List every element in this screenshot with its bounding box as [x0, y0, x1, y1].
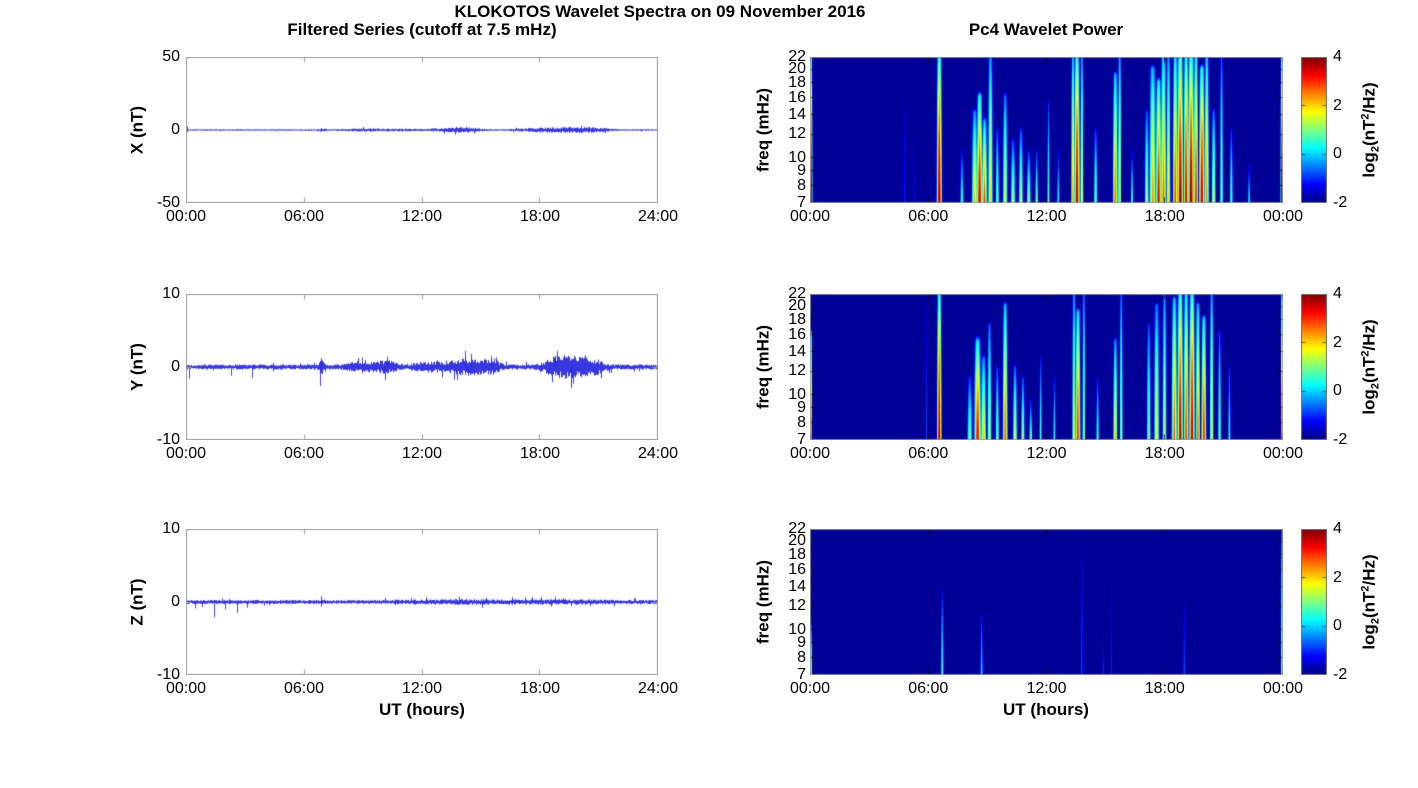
x-tick-label: 06:00 [283, 680, 325, 697]
freq-tick-label: 22 [788, 48, 806, 65]
freq-tick-label: 14 [788, 342, 806, 360]
x-tick-label: 00:00 [789, 208, 831, 225]
colorbar-x [1301, 57, 1327, 203]
freq-tick-label: 12 [788, 597, 806, 615]
freq-tick-label: 9 [797, 633, 806, 651]
colorbar-tick-label: 2 [1333, 96, 1342, 114]
freq-tick-label: 10 [788, 620, 806, 638]
freq-tick-label: 22 [788, 285, 806, 302]
x-tick-label: 24:00 [637, 445, 679, 462]
freq-tick-label: 18 [788, 545, 806, 563]
x-tick-label: 00:00 [1262, 680, 1304, 697]
y-tick-label: -10 [156, 666, 180, 683]
right-xaxis-label: UT (hours) [1003, 700, 1089, 719]
x-tick-label: 06:00 [908, 208, 949, 225]
left-xaxis-label: UT (hours) [379, 700, 465, 719]
colorbar-tick-label: 0 [1333, 145, 1342, 163]
x-tick-label: 00:00 [1262, 445, 1304, 462]
y-tick-label: -50 [156, 194, 180, 211]
colorbar-tick-label: 0 [1333, 382, 1342, 400]
freq-tick-label: 10 [788, 385, 806, 403]
freq-tick-label: 7 [797, 194, 806, 211]
x-tick-label: 12:00 [1026, 445, 1067, 462]
x-tick-label: 18:00 [519, 445, 561, 462]
freq-tick-label: 7 [797, 666, 806, 683]
colorbar-tick-label: 0 [1333, 617, 1342, 635]
colorbar-tick-label: 2 [1333, 568, 1342, 586]
freq-tick-label: 9 [797, 161, 806, 179]
x-tick-label: 12:00 [401, 208, 443, 225]
x-tick-label: 18:00 [519, 208, 561, 225]
x-tick-label: 24:00 [637, 680, 679, 697]
freq-tick-label: 9 [797, 398, 806, 416]
x-tick-label: 00:00 [789, 680, 831, 697]
left-column-title: Filtered Series (cutoff at 7.5 mHz) [287, 20, 557, 39]
freq-tick-label: 16 [788, 560, 806, 578]
freq-tick-label: 20 [788, 297, 806, 315]
freq-tick-label: 12 [788, 125, 806, 143]
freq-tick-label: 14 [788, 105, 806, 123]
freq-tick-label: 10 [788, 148, 806, 166]
freq-tick-label: 18 [788, 310, 806, 328]
x-tick-label: 24:00 [637, 208, 679, 225]
freq-tick-label: 8 [797, 413, 806, 431]
x-tick-label: 00:00 [165, 208, 207, 225]
x-tick-label: 00:00 [1262, 208, 1304, 225]
colorbar-tick-label: 2 [1333, 333, 1342, 351]
x-tick-label: 06:00 [283, 445, 325, 462]
freq-tick-label: 12 [788, 362, 806, 380]
colorbar-tick-label: 4 [1333, 48, 1342, 65]
y-tick-label: -10 [156, 431, 180, 448]
freq-tick-label: 14 [788, 577, 806, 595]
x-tick-label: 18:00 [519, 680, 561, 697]
freq-tick-label: 8 [797, 648, 806, 666]
freq-tick-label: 7 [797, 431, 806, 448]
x-tick-label: 00:00 [789, 445, 831, 462]
x-tick-label: 12:00 [401, 445, 443, 462]
y-tick-label: 0 [171, 121, 180, 138]
colorbar-tick-label: -2 [1333, 194, 1348, 211]
colorbar-tick-label: -2 [1333, 666, 1348, 683]
freq-tick-label: 8 [797, 176, 806, 194]
right-column-title: Pc4 Wavelet Power [968, 20, 1124, 39]
x-tick-label: 06:00 [283, 208, 325, 225]
timeseries-plot-z [186, 529, 658, 675]
x-tick-label: 06:00 [908, 680, 949, 697]
x-tick-label: 18:00 [1144, 680, 1185, 697]
figure-title: KLOKOTOS Wavelet Spectra on 09 November … [454, 2, 866, 21]
x-tick-label: 06:00 [908, 445, 949, 462]
x-tick-label: 12:00 [1026, 208, 1067, 225]
x-tick-label: 12:00 [1026, 680, 1067, 697]
y-tick-label: 0 [171, 358, 180, 375]
timeseries-plot-x [186, 57, 658, 203]
x-tick-label: 00:00 [165, 445, 207, 462]
wavelet-spectrogram-y [810, 294, 1283, 440]
x-tick-label: 00:00 [165, 680, 207, 697]
colorbar-z [1301, 529, 1327, 675]
freq-tick-label: 16 [788, 325, 806, 343]
timeseries-plot-y [186, 294, 658, 440]
freq-tick-label: 20 [788, 60, 806, 78]
wavelet-spectrogram-z [810, 529, 1283, 675]
y-tick-label: 10 [162, 520, 180, 537]
freq-tick-label: 18 [788, 73, 806, 91]
y-tick-label: 0 [171, 593, 180, 610]
colorbar-tick-label: 4 [1333, 285, 1342, 302]
freq-tick-label: 20 [788, 532, 806, 550]
x-tick-label: 18:00 [1144, 445, 1185, 462]
colorbar-tick-label: 4 [1333, 520, 1342, 537]
colorbar-tick-label: -2 [1333, 431, 1348, 448]
wavelet-spectrogram-x [810, 57, 1283, 203]
x-tick-label: 12:00 [401, 680, 443, 697]
y-tick-label: 10 [162, 285, 180, 302]
colorbar-y [1301, 294, 1327, 440]
freq-tick-label: 16 [788, 88, 806, 106]
x-tick-label: 18:00 [1144, 208, 1185, 225]
freq-tick-label: 22 [788, 520, 806, 537]
y-tick-label: 50 [162, 48, 180, 65]
